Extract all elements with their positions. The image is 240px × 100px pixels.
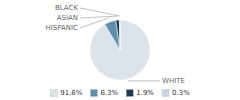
legend-item: 1.9% — [126, 89, 154, 97]
pie — [90, 20, 150, 80]
chart: BLACK ASIAN HISPANIC WHITE 91.6% 6.3% 1.9% 0.3% — [0, 0, 240, 100]
pie-slice — [119, 20, 121, 50]
legend-item: 6.3% — [90, 89, 118, 97]
leader-line — [128, 80, 160, 81]
slice-label: WHITE — [162, 77, 185, 85]
slice-label: ASIAN — [57, 14, 78, 22]
legend-swatch — [50, 90, 57, 97]
pie-slice — [116, 20, 120, 50]
slice-label: BLACK — [55, 4, 78, 12]
pie-slice — [90, 20, 150, 80]
legend: 91.6% 6.3% 1.9% 0.3% — [50, 89, 190, 97]
legend-label: 0.3% — [172, 89, 190, 97]
legend-label: 6.3% — [100, 89, 118, 97]
pie-slice — [105, 20, 120, 50]
legend-item: 0.3% — [162, 89, 190, 97]
leader-line — [80, 8, 120, 16]
legend-label: 1.9% — [136, 89, 154, 97]
legend-item: 91.6% — [50, 89, 83, 97]
leader-line — [80, 16, 117, 18]
legend-label: 91.6% — [60, 89, 83, 97]
legend-swatch — [126, 90, 133, 97]
legend-swatch — [162, 90, 169, 97]
leader-line — [80, 18, 109, 28]
slice-label: HISPANIC — [45, 24, 78, 32]
slice-labels: BLACK ASIAN HISPANIC WHITE — [45, 4, 184, 85]
legend-swatch — [90, 90, 97, 97]
